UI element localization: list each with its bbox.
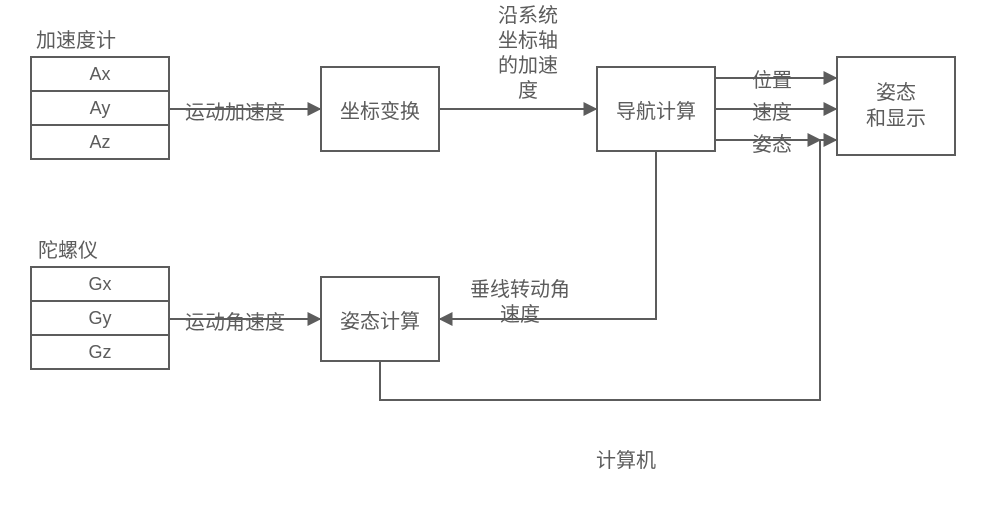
accel-ay-text: Ay (90, 98, 111, 119)
accel-row-ax: Ax (30, 56, 170, 92)
gyro-gz-text: Gz (88, 342, 111, 363)
accel-row-az: Az (30, 124, 170, 160)
nav-calc-block: 导航计算 (596, 66, 716, 152)
accel-title: 加速度计 (36, 24, 116, 53)
coord-transform-text: 坐标变换 (340, 95, 420, 124)
gyro-out-label: 运动角速度 (185, 306, 285, 335)
gyro-title: 陀螺仪 (38, 234, 98, 263)
coord-transform-block: 坐标变换 (320, 66, 440, 152)
accel-row-ay: Ay (30, 90, 170, 126)
sys-accel-label: 沿系统 坐标轴 的加速 度 (498, 4, 558, 104)
pos-label: 位置 (752, 64, 792, 93)
accel-ax-text: Ax (89, 64, 110, 85)
gyro-row-gx: Gx (30, 266, 170, 302)
nav-calc-text: 导航计算 (616, 95, 696, 124)
footer-label: 计算机 (596, 444, 656, 473)
gyro-row-gy: Gy (30, 300, 170, 336)
vel-label: 速度 (752, 96, 792, 125)
gyro-gy-text: Gy (88, 308, 111, 329)
accel-az-text: Az (89, 132, 110, 153)
display-block: 姿态 和显示 (836, 56, 956, 156)
display-text: 姿态 和显示 (866, 80, 926, 132)
att-label: 姿态 (752, 128, 792, 157)
attitude-calc-block: 姿态计算 (320, 276, 440, 362)
gyro-gx-text: Gx (88, 274, 111, 295)
accel-out-label: 运动加速度 (185, 96, 285, 125)
attitude-calc-text: 姿态计算 (340, 305, 420, 334)
vertical-rate-label: 垂线转动角 速度 (470, 278, 570, 328)
gyro-row-gz: Gz (30, 334, 170, 370)
